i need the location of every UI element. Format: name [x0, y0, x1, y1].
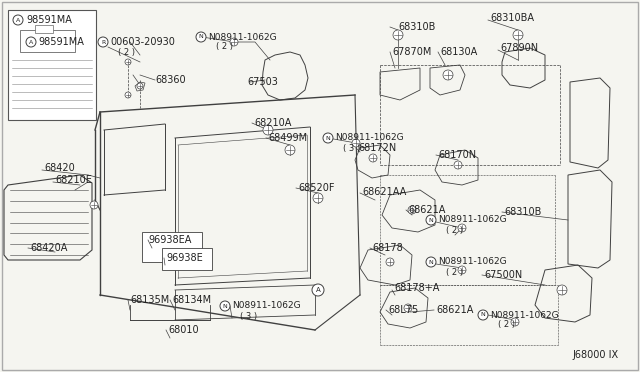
Text: 68310B: 68310B — [504, 207, 541, 217]
Circle shape — [263, 125, 273, 135]
Text: 68010: 68010 — [168, 325, 198, 335]
Circle shape — [26, 37, 36, 47]
Text: N08911-1062G: N08911-1062G — [490, 311, 559, 320]
Text: ( 2 ): ( 2 ) — [498, 321, 515, 330]
Text: 67890N: 67890N — [500, 43, 538, 53]
Bar — [142, 232, 202, 262]
Text: 68621A: 68621A — [408, 205, 445, 215]
Text: N: N — [429, 260, 433, 264]
Text: 68134M: 68134M — [172, 295, 211, 305]
Circle shape — [513, 30, 523, 40]
Text: A: A — [29, 39, 33, 45]
Bar — [35, 25, 53, 33]
Circle shape — [454, 161, 462, 169]
Text: 68170N: 68170N — [438, 150, 476, 160]
Text: N08911-1062G: N08911-1062G — [335, 134, 404, 142]
Text: 67503: 67503 — [247, 77, 278, 87]
Bar — [20, 30, 75, 52]
Text: N08911-1062G: N08911-1062G — [208, 32, 276, 42]
Text: ( 2 ): ( 2 ) — [118, 48, 135, 57]
Circle shape — [393, 30, 403, 40]
Bar — [162, 248, 212, 270]
Text: N: N — [326, 135, 330, 141]
Text: 98591MA: 98591MA — [26, 15, 72, 25]
Text: 68520F: 68520F — [298, 183, 335, 193]
Text: 68135M: 68135M — [130, 295, 169, 305]
Text: R: R — [101, 39, 105, 45]
Circle shape — [312, 284, 324, 296]
Text: ( 3 ): ( 3 ) — [240, 311, 257, 321]
Circle shape — [285, 145, 295, 155]
Text: ( 2 ): ( 2 ) — [446, 225, 463, 234]
Circle shape — [313, 193, 323, 203]
Text: N: N — [429, 218, 433, 222]
Text: 96938E: 96938E — [166, 253, 203, 263]
Text: ( 2 ): ( 2 ) — [446, 267, 463, 276]
Text: 68621A: 68621A — [436, 305, 474, 315]
Text: ( 3 ): ( 3 ) — [343, 144, 360, 153]
Circle shape — [443, 70, 453, 80]
Text: N: N — [223, 304, 227, 308]
Circle shape — [125, 59, 131, 65]
Text: 96938EA: 96938EA — [148, 235, 191, 245]
Circle shape — [90, 201, 98, 209]
Text: 68178+A: 68178+A — [394, 283, 440, 293]
Text: ( 2 ): ( 2 ) — [216, 42, 233, 51]
Text: 68621AA: 68621AA — [362, 187, 406, 197]
Circle shape — [557, 285, 567, 295]
Circle shape — [458, 224, 466, 232]
Circle shape — [230, 38, 238, 46]
Circle shape — [426, 257, 436, 267]
Circle shape — [323, 133, 333, 143]
Circle shape — [408, 206, 416, 214]
Bar — [8, 10, 96, 120]
Text: 68310BA: 68310BA — [490, 13, 534, 23]
Text: 68172N: 68172N — [358, 143, 396, 153]
Text: A: A — [316, 287, 321, 293]
Text: A: A — [16, 17, 20, 22]
Text: 67870M: 67870M — [392, 47, 431, 57]
Circle shape — [404, 304, 412, 312]
Text: N08911-1062G: N08911-1062G — [438, 215, 507, 224]
Text: 68420: 68420 — [44, 163, 75, 173]
Text: 67500N: 67500N — [484, 270, 522, 280]
Text: N08911-1062G: N08911-1062G — [232, 301, 301, 311]
Text: 68210E: 68210E — [55, 175, 92, 185]
Circle shape — [511, 318, 519, 326]
Text: 00603-20930: 00603-20930 — [110, 37, 175, 47]
Text: N: N — [481, 312, 485, 317]
Text: 68420A: 68420A — [30, 243, 67, 253]
Circle shape — [369, 154, 377, 162]
Text: 68130A: 68130A — [440, 47, 477, 57]
Text: J68000 IX: J68000 IX — [572, 350, 618, 360]
Circle shape — [220, 301, 230, 311]
Circle shape — [426, 215, 436, 225]
Circle shape — [125, 92, 131, 98]
Text: 68310B: 68310B — [398, 22, 435, 32]
Text: N08911-1062G: N08911-1062G — [438, 257, 507, 266]
Circle shape — [478, 310, 488, 320]
Circle shape — [13, 15, 23, 25]
Circle shape — [352, 139, 360, 147]
Text: 68499M: 68499M — [268, 133, 307, 143]
Circle shape — [137, 83, 143, 89]
Text: 68178: 68178 — [372, 243, 403, 253]
Text: N: N — [198, 35, 204, 39]
Text: 98591MA: 98591MA — [38, 37, 84, 47]
Circle shape — [458, 266, 466, 274]
Circle shape — [196, 32, 206, 42]
Circle shape — [386, 258, 394, 266]
Circle shape — [98, 37, 108, 47]
Text: 68360: 68360 — [155, 75, 186, 85]
Text: 68L75: 68L75 — [388, 305, 419, 315]
Text: 68210A: 68210A — [254, 118, 291, 128]
